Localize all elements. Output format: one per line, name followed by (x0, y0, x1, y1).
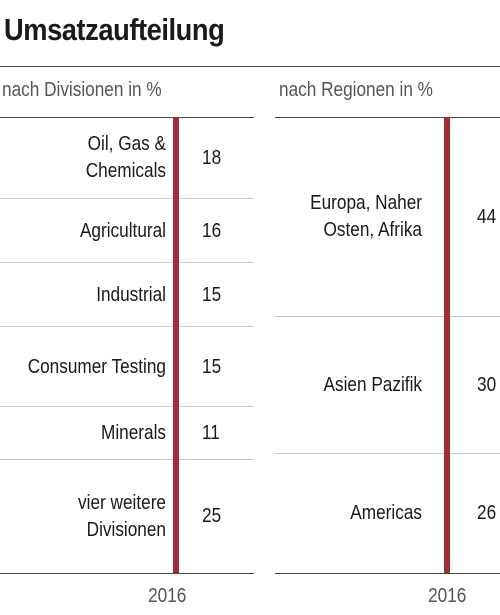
division-bottom-rule (0, 573, 254, 574)
region-row-separator (275, 316, 500, 317)
division-year-bar (173, 117, 179, 573)
division-category-label: Oil, Gas & Chemicals (85, 133, 166, 182)
division-row: Industrial 15 (0, 263, 254, 327)
region-year-label: 2016 (428, 585, 467, 607)
division-value: 25 (202, 505, 222, 527)
division-category-label: vier weitere Divisionen (78, 491, 166, 541)
region-year-bar (444, 117, 450, 573)
division-row: Minerals 11 (0, 407, 254, 460)
division-value: 15 (202, 355, 222, 378)
division-row: vier weitere Divisionen 25 (0, 460, 254, 573)
chart-title: Umsatzaufteilung (4, 12, 225, 47)
title-rule (0, 66, 500, 67)
region-category-label: Europa, Naher Osten, Afrika (310, 192, 422, 241)
division-row-separator (0, 459, 254, 460)
division-row: Agricultural 16 (0, 199, 254, 263)
divisions-subtitle: nach Divisionen in % (2, 79, 162, 101)
division-value: 18 (202, 146, 222, 169)
divisions-panel: Oil, Gas & Chemicals 18 Agricultural 16 Indu… (0, 117, 254, 607)
division-value: 11 (202, 422, 220, 444)
region-value: 26 (477, 502, 497, 524)
regions-panel: Europa, Naher Osten, Afrika 44 Asien Pazif… (275, 117, 500, 607)
region-category-label: Americas (350, 502, 422, 524)
region-bottom-rule (275, 573, 500, 574)
region-category-label: Asien Pazifik (323, 374, 422, 396)
division-category-label: Minerals (101, 422, 166, 444)
division-value: 16 (202, 219, 222, 242)
divisions-top-rule (0, 117, 254, 118)
region-row: Asien Pazifik 30 (275, 317, 500, 454)
region-value: 44 (477, 205, 497, 228)
regions-subtitle: nach Regionen in % (279, 79, 433, 101)
regions-top-rule (275, 117, 500, 118)
region-value: 30 (477, 374, 497, 396)
region-row: Americas 26 (275, 454, 500, 573)
division-value: 15 (202, 283, 222, 306)
division-year-label: 2016 (148, 585, 187, 607)
division-category-label: Consumer Testing (27, 355, 166, 378)
division-row: Oil, Gas & Chemicals 18 (0, 117, 254, 199)
division-row-separator (0, 406, 254, 407)
division-row: Consumer Testing 15 (0, 327, 254, 407)
division-category-label: Industrial (96, 283, 166, 306)
region-row: Europa, Naher Osten, Afrika 44 (275, 117, 500, 317)
region-row-separator (275, 453, 500, 454)
division-row-separator (0, 198, 254, 199)
division-category-label: Agricultural (79, 219, 166, 242)
division-row-separator (0, 326, 254, 327)
division-row-separator (0, 262, 254, 263)
